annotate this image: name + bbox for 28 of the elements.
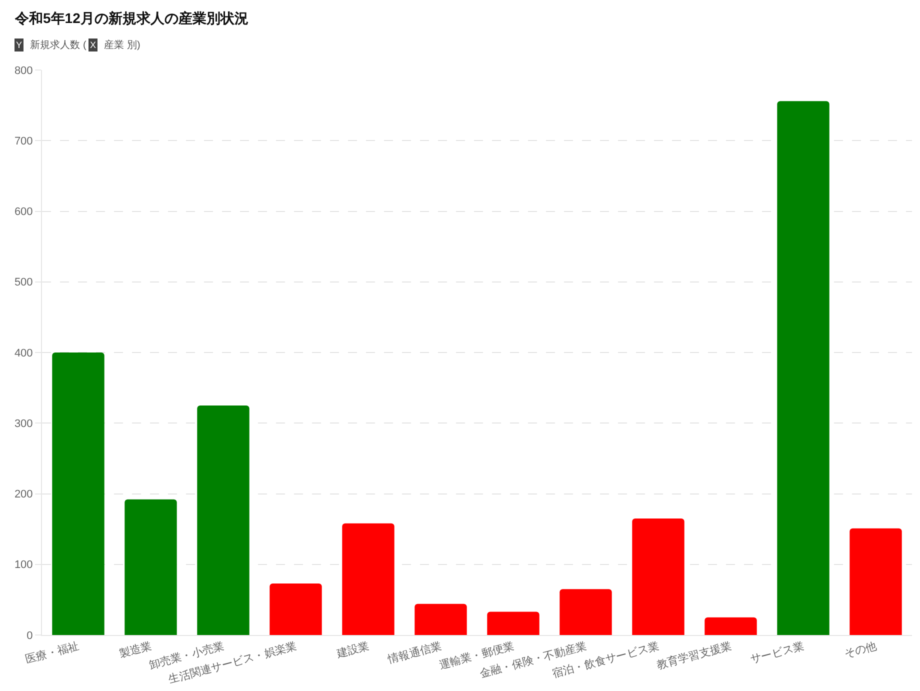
y-tick-label: 800 bbox=[14, 64, 33, 77]
bar bbox=[52, 352, 104, 635]
bar bbox=[632, 518, 684, 635]
bar bbox=[850, 528, 902, 635]
bar bbox=[704, 617, 757, 635]
bar bbox=[487, 612, 540, 635]
bar bbox=[342, 523, 394, 635]
bar bbox=[777, 101, 830, 635]
x-tick-label: 医療・福祉 bbox=[24, 639, 80, 666]
chart-title: 令和5年12月の新規求人の産業別状況 bbox=[14, 10, 248, 26]
y-tick-label: 300 bbox=[14, 418, 33, 430]
y-tick-label: 0 bbox=[26, 630, 33, 642]
bar bbox=[560, 589, 612, 635]
y-tick-label: 100 bbox=[14, 559, 33, 572]
bar bbox=[197, 405, 250, 635]
y-tick-label: 700 bbox=[14, 135, 33, 148]
x-tick-label: その他 bbox=[842, 640, 878, 660]
bar bbox=[124, 499, 177, 635]
y-tick-label: 400 bbox=[14, 347, 33, 360]
x-tick-label: サービス業 bbox=[749, 640, 806, 666]
chart-subtitle: Y 新規求人数 ( X 産業 別) bbox=[16, 39, 140, 51]
y-tick-label: 200 bbox=[14, 488, 33, 501]
x-tick-label: 建設業 bbox=[334, 639, 370, 661]
y-tick-label: 500 bbox=[14, 276, 33, 289]
y-tick-label: 600 bbox=[14, 206, 33, 218]
bar bbox=[270, 583, 322, 635]
bar bbox=[414, 604, 467, 635]
x-tick-label: 製造業 bbox=[118, 639, 153, 660]
